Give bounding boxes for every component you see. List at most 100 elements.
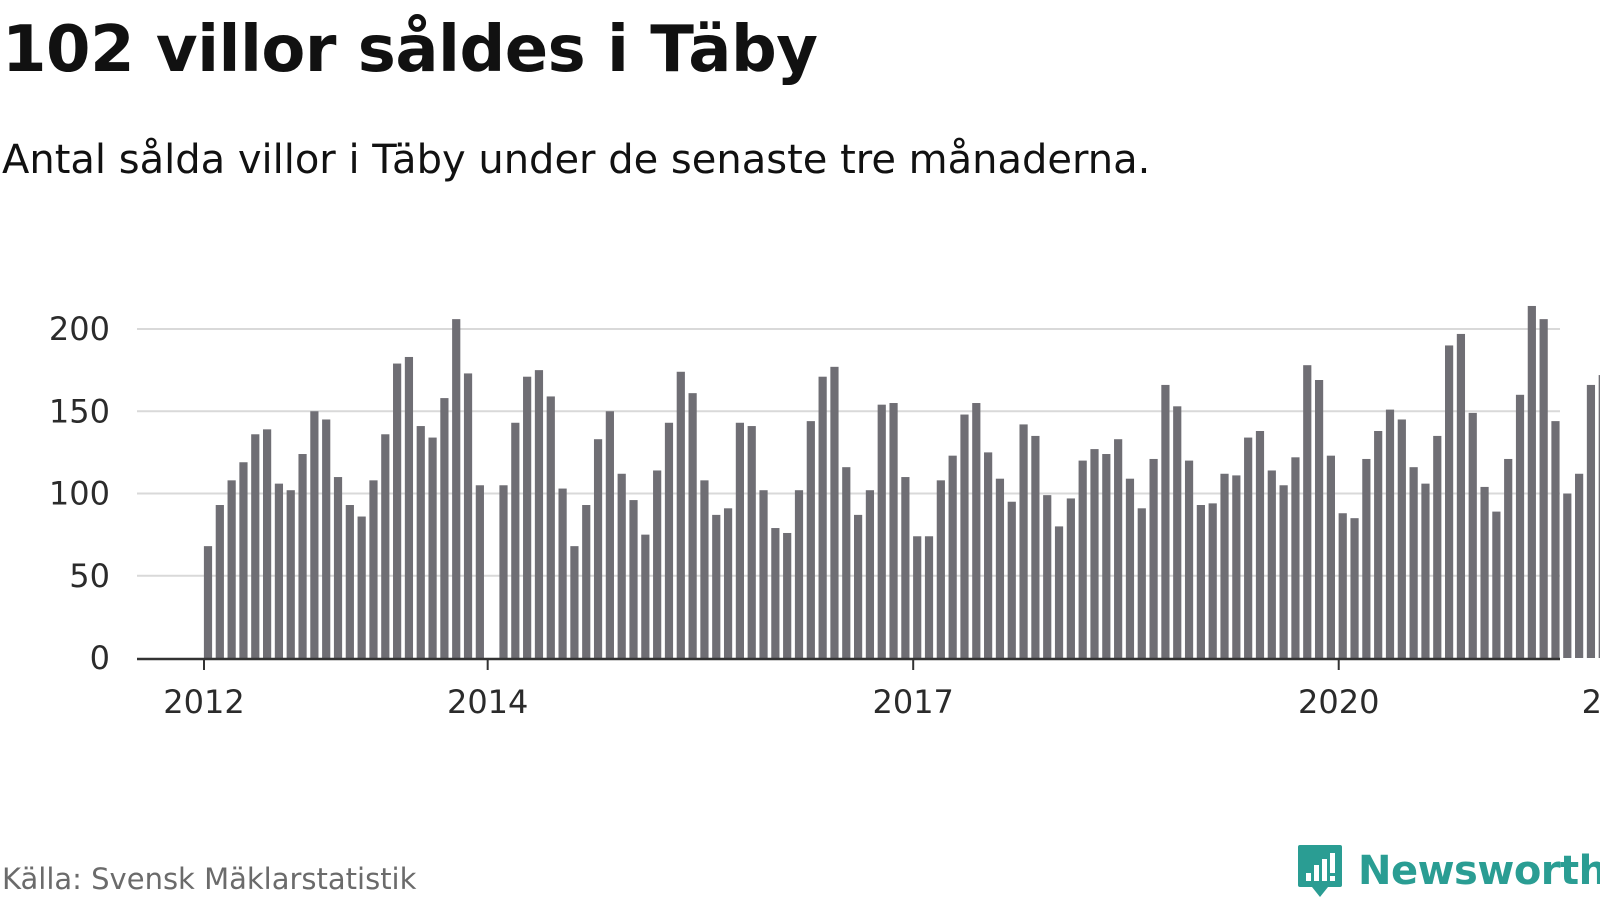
bar [1350,518,1359,658]
bar [1161,384,1170,658]
bar [1598,375,1600,658]
bar [1445,345,1454,658]
bar [1456,333,1466,658]
bar [582,505,591,658]
bar [239,462,248,658]
bar [1267,470,1276,658]
bar [416,426,425,658]
bar [865,490,875,658]
bar [1173,406,1182,658]
bar [1433,435,1442,658]
bar [901,477,910,658]
bar [1480,486,1489,658]
bar [700,480,709,658]
bar [1326,455,1335,658]
bar [1551,421,1560,658]
bar [806,421,815,658]
bar [322,419,331,658]
bar [783,532,792,658]
bar [1208,503,1217,658]
bar [1421,483,1430,658]
x-tick-label-2020: 2020 [1298,683,1379,721]
bar [794,490,804,658]
bar [499,485,508,658]
chart-title: 102 villor såldes i Täby [2,13,818,87]
y-tick-label-100: 100 [49,475,110,513]
bar [215,505,224,658]
bar [298,454,307,658]
bar [263,429,272,658]
brand-name: Newsworthy [1358,848,1600,894]
bar [676,371,685,658]
bar [1504,458,1513,658]
bar [629,500,638,658]
bar [948,455,957,658]
bar [1385,409,1395,658]
bar [227,480,236,658]
bar [995,478,1005,658]
bar [924,536,934,658]
bar [1137,508,1146,658]
bar [1515,394,1525,658]
bar [1575,473,1584,658]
bar [333,477,343,658]
x-tick-label-2012: 2012 [163,683,244,721]
bar [747,426,756,658]
bar [1125,478,1135,658]
bar [274,483,284,658]
bar [428,437,437,658]
y-axis-ticks: 0 50 100 150 200 [49,310,110,677]
bar [1090,449,1099,658]
bar [1338,513,1347,658]
bar [570,546,579,658]
bar [1468,412,1477,658]
x-axis-ticks: 2012 2014 2017 2020 2022 [163,658,1600,721]
bar [452,319,461,658]
bar [1149,458,1158,658]
y-tick-label-0: 0 [90,639,110,677]
bar [653,470,662,658]
bar [1362,458,1371,658]
bar [984,452,993,659]
chart-subtitle: Antal sålda villor i Täby under de senas… [2,137,1151,183]
bar [463,373,473,658]
bar [759,490,768,658]
bar [1196,505,1205,658]
bars [203,305,1600,659]
newsworthy-logo-icon [1298,845,1342,897]
bar [534,370,544,659]
bar [404,356,414,658]
bar [1291,457,1300,658]
bar [1078,460,1087,658]
bar [381,434,390,658]
bar [310,411,319,658]
x-tick-label-2017: 2017 [872,683,953,721]
bar [1255,430,1265,658]
bar [1303,365,1312,658]
bar [251,434,260,658]
bar [664,422,674,658]
bar [286,490,295,658]
bar [345,505,354,658]
bar [1054,526,1064,658]
bar [393,363,402,658]
bar [475,485,484,658]
bar [546,396,555,658]
brand-logo[interactable]: Newsworthy [1296,843,1600,899]
bar [1374,430,1383,658]
bar [960,414,969,658]
bar [369,480,378,658]
bar [972,403,981,658]
bar [1314,380,1324,658]
y-tick-label-50: 50 [69,557,110,595]
bar [440,398,449,658]
bar [1563,493,1572,658]
bar [1102,454,1111,658]
y-tick-label-150: 150 [49,392,110,430]
bar [357,516,366,658]
bar [1539,319,1548,658]
bar [1043,495,1052,658]
bar [1492,511,1501,658]
bar [688,393,697,658]
